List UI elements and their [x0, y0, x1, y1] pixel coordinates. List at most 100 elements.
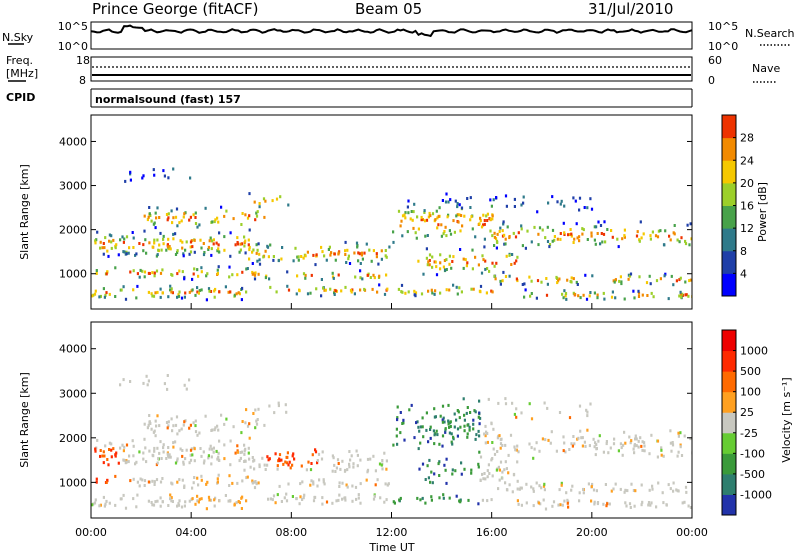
velocity-echo-cell [172, 424, 175, 428]
power-echo-cell [267, 255, 270, 259]
power-echo-cell [590, 207, 594, 211]
velocity-echo-cell [138, 450, 141, 454]
power-echo-cell [537, 243, 540, 247]
velocity-echo-cell [372, 454, 375, 458]
power-echo-cell [189, 240, 193, 244]
velocity-echo-cell [385, 467, 388, 471]
power-echo-cell [200, 288, 203, 292]
power-echo-cell [448, 262, 451, 266]
power-echo-cell [264, 276, 267, 280]
time-xtick-5: 20:00 [576, 526, 608, 539]
velocity-echo-cell [408, 408, 411, 412]
velocity-echo-cell [229, 499, 232, 503]
power-echo-cell [182, 215, 185, 219]
velocity-echo-cell [208, 498, 211, 502]
velocity-echo-cell [648, 452, 651, 456]
power-echo-cell [501, 279, 504, 283]
power-echo-cell [485, 291, 488, 295]
power-echo-cell [246, 216, 250, 220]
power-echo-cell [178, 290, 181, 294]
power-echo-cell [344, 253, 347, 256]
power-echo-cell [563, 289, 566, 293]
power-echo-cell [108, 292, 111, 296]
power-echo-cell [535, 296, 538, 300]
power-echo-cell [558, 277, 561, 281]
velocity-echo-cell [101, 454, 104, 458]
power-echo-cell [212, 242, 215, 246]
velocity-echo-cell [671, 441, 674, 444]
velocity-echo-cell [154, 500, 157, 504]
velocity-echo-cell [132, 477, 135, 481]
power-colorbar-tick-5: 8 [740, 245, 747, 258]
power-echo-cell [139, 268, 142, 272]
velocity-echo-cell [453, 425, 456, 429]
velocity-echo-cell [573, 442, 576, 446]
power-echo-cell [614, 296, 617, 300]
velocity-echo-cell [640, 503, 643, 507]
velocity-echo-cell [683, 434, 686, 438]
velocity-echo-cell [188, 426, 191, 430]
power-colorbar-swatch [722, 137, 736, 161]
power-echo-cell [451, 260, 454, 263]
power-echo-cell [244, 213, 247, 217]
power-echo-cell [361, 277, 364, 281]
nsearch-label: N.Search [745, 27, 795, 40]
power-echo-cell [516, 279, 519, 283]
power-echo-cell [96, 230, 99, 234]
velocity-echo-cell [472, 427, 475, 431]
power-echo-cell [196, 290, 199, 294]
velocity-echo-cell [95, 477, 98, 481]
velocity-echo-cell [660, 446, 663, 450]
velocity-echo-cell [338, 481, 341, 485]
velocity-colorbar-tick-2: 100 [740, 386, 761, 399]
velocity-echo-cell [487, 463, 490, 467]
power-echo-cell [664, 272, 667, 276]
power-echo-cell [359, 262, 362, 265]
velocity-echo-cell [150, 427, 153, 431]
power-echo-cell [172, 237, 175, 241]
power-echo-cell [650, 291, 653, 295]
power-echo-cell [151, 245, 154, 249]
power-echo-cell [603, 220, 606, 224]
power-echo-cell [184, 248, 187, 252]
velocity-echo-cell [183, 420, 186, 424]
velocity-echo-cell [679, 443, 682, 447]
velocity-echo-cell [335, 466, 338, 470]
power-echo-cell [106, 270, 109, 274]
velocity-echo-cell [191, 497, 194, 501]
power-echo-cell [183, 277, 186, 281]
power-echo-cell [503, 233, 506, 237]
power-echo-cell [498, 230, 501, 233]
power-echo-cell [413, 202, 416, 206]
velocity-echo-cell [477, 465, 480, 469]
velocity-echo-cell [605, 442, 608, 446]
velocity-echo-cell [428, 458, 431, 462]
power-echo-cell [489, 229, 492, 233]
power-echo-cell [460, 214, 463, 217]
velocity-echo-cell [155, 424, 158, 428]
velocity-echo-cell [254, 480, 257, 483]
power-echo-cell [156, 206, 159, 210]
velocity-echo-cell [169, 497, 172, 501]
velocity-echo-cell [292, 452, 295, 456]
power-echo-cell [198, 223, 201, 227]
velocity-echo-cell [122, 493, 125, 497]
power-echo-cell [676, 238, 679, 242]
velocity-echo-cell [591, 482, 594, 486]
power-echo-cell [255, 214, 259, 218]
power-echo-cell [174, 232, 177, 236]
velocity-echo-cell [689, 437, 692, 441]
power-echo-cell [251, 262, 254, 265]
power-echo-cell [210, 247, 213, 251]
velocity-echo-cell [478, 450, 481, 454]
velocity-echo-cell [457, 410, 460, 414]
power-echo-cell [337, 251, 340, 255]
velocity-echo-cell [470, 468, 473, 472]
velocity-echo-cell [255, 422, 259, 426]
velocity-echo-cell [228, 474, 231, 478]
power-echo-cell [236, 273, 239, 277]
power-colorbar-swatch [722, 228, 736, 252]
velocity-echo-cell [455, 494, 458, 498]
power-echo-cell [159, 295, 162, 299]
power-echo-cell [502, 220, 505, 224]
